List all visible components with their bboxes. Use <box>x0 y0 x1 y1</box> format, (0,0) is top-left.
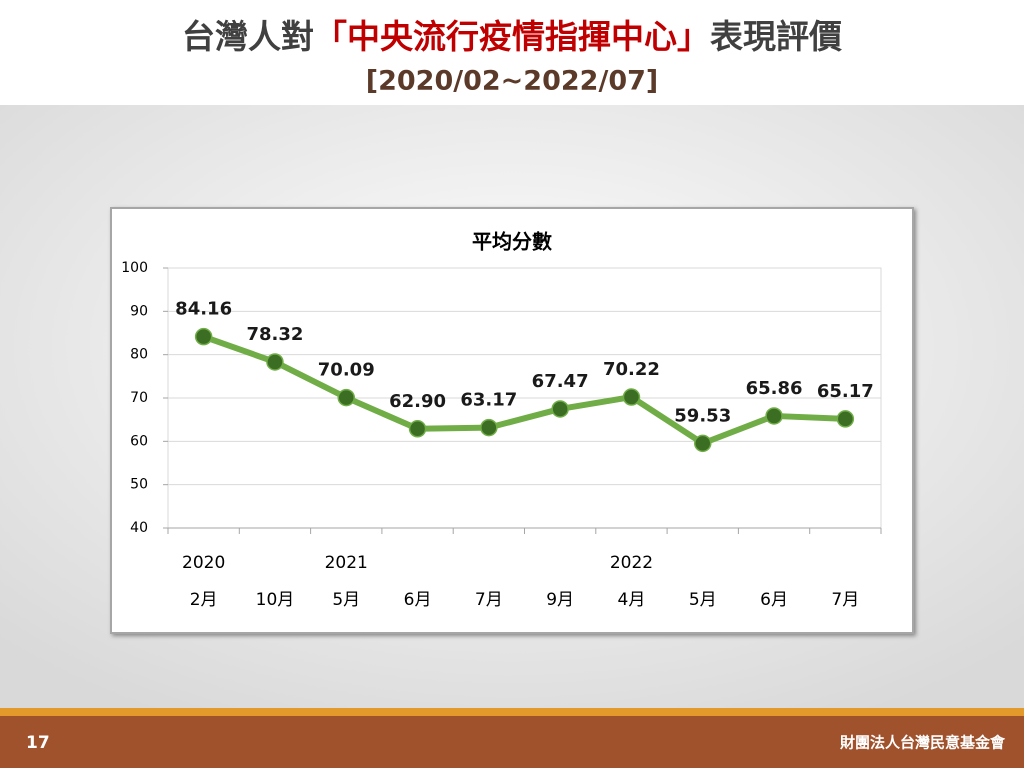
y-tick-label: 70 <box>130 390 148 406</box>
data-label: 67.47 <box>532 371 589 392</box>
page-number: 17 <box>26 733 50 753</box>
data-point <box>694 434 712 453</box>
x-tick-label: 2月 <box>190 590 218 610</box>
data-label: 65.17 <box>817 381 874 402</box>
y-tick-label: 80 <box>130 347 148 363</box>
data-line <box>202 333 846 447</box>
data-label: 84.16 <box>175 299 232 320</box>
data-label: 63.17 <box>460 390 517 411</box>
data-point <box>836 410 855 428</box>
y-tick-label: 50 <box>130 477 148 493</box>
slide-title: 台灣人對「中央流行疫情指揮中心」表現評價 <box>182 17 842 56</box>
title-part: 台灣人對 <box>182 17 314 56</box>
title-part: 表現評價 <box>710 17 842 56</box>
x-tick-label: 7月 <box>831 590 859 610</box>
data-label: 62.90 <box>389 391 446 412</box>
x-tick-label: 5月 <box>689 590 717 610</box>
data-label: 70.09 <box>318 360 375 381</box>
x-tick-label: 7月 <box>475 590 503 610</box>
data-point <box>480 418 498 437</box>
data-label: 78.32 <box>246 324 303 345</box>
data-point <box>622 388 641 406</box>
x-group-label: 2020 <box>182 553 225 573</box>
data-label: 59.53 <box>674 405 731 426</box>
slide-subtitle: [2020/02~2022/07] <box>366 66 658 97</box>
x-group-label: 2021 <box>325 553 368 573</box>
chart-title: 平均分數 <box>472 230 552 254</box>
y-tick-label: 40 <box>130 520 148 536</box>
footer-stripe <box>0 708 1024 716</box>
data-label: 65.86 <box>746 378 803 399</box>
x-tick-label: 10月 <box>256 590 295 610</box>
footer-band <box>0 716 1024 768</box>
data-point <box>408 420 427 438</box>
title-part: 「中央流行疫情指揮中心」 <box>314 17 710 56</box>
x-tick-label: 6月 <box>760 590 788 610</box>
y-tick-label: 60 <box>130 433 148 449</box>
x-tick-label: 5月 <box>332 590 360 610</box>
y-tick-label: 90 <box>130 303 148 319</box>
data-point <box>765 407 783 425</box>
footer-text: 財團法人台灣民意基金會 <box>839 734 1006 752</box>
x-group-label: 2022 <box>610 553 653 573</box>
data-point <box>194 327 213 346</box>
data-point <box>266 353 284 371</box>
y-tick-label: 100 <box>121 260 148 276</box>
x-tick-label: 4月 <box>618 590 646 610</box>
data-point <box>551 400 569 418</box>
x-tick-label: 9月 <box>546 590 574 610</box>
data-label: 70.22 <box>603 359 660 380</box>
x-tick-label: 6月 <box>404 590 432 610</box>
data-point <box>337 388 355 407</box>
